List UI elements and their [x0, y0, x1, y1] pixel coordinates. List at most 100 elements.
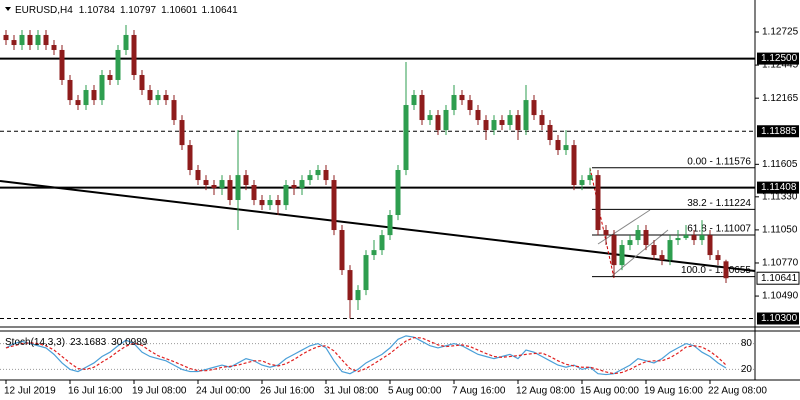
x-tick-label: 15 Aug 00:00 [580, 386, 639, 397]
candle-body [371, 250, 377, 256]
candle-body [203, 180, 209, 186]
symbol: EURUSD,H4 [15, 5, 73, 16]
candle-body [131, 34, 137, 76]
x-tick-label: 26 Jul 16:00 [260, 386, 315, 397]
x-tick-label: 7 Aug 16:00 [452, 386, 506, 397]
channel-line [611, 229, 669, 277]
candle-body [35, 34, 41, 46]
last-open: 1.10784 [79, 5, 116, 16]
fib-label: 0.00 - 1.11576 [687, 156, 751, 167]
candle-body [307, 175, 313, 181]
x-tick-label: 31 Jul 08:00 [324, 386, 379, 397]
candle-body [299, 180, 305, 189]
y-tick-label: 1.10490 [762, 291, 799, 302]
candle-body [19, 34, 25, 46]
candle-body [3, 34, 9, 41]
candle-body [99, 75, 105, 101]
candle-body [211, 185, 217, 189]
candle-body [539, 115, 545, 125]
indicator-line [5, 335, 727, 376]
candle-body [667, 240, 673, 261]
candle-body [723, 261, 729, 279]
candle-body [507, 115, 513, 125]
candles [3, 25, 729, 319]
candle-body [619, 245, 625, 266]
candle-body [555, 139, 561, 151]
channel-line [597, 209, 651, 245]
level-box [757, 125, 799, 138]
candle-body [75, 100, 81, 106]
y-tick-label: 1.12725 [762, 27, 799, 38]
candle-body [123, 34, 129, 50]
candle-body [235, 175, 241, 201]
fib-label: 38.2 - 1.11224 [687, 198, 751, 209]
candle-body [291, 185, 297, 189]
candle-body [643, 230, 649, 246]
candle-body [547, 124, 553, 140]
level-label: 1.11408 [761, 182, 797, 193]
candle-body [395, 170, 401, 216]
candle-body [59, 49, 65, 80]
candle-body [699, 235, 705, 241]
x-tick-label: 5 Aug 00:00 [388, 386, 442, 397]
candle-body [459, 94, 465, 101]
candle-body [91, 90, 97, 101]
candle-body [627, 240, 633, 246]
candle-body [411, 94, 417, 106]
candle-body [219, 180, 225, 189]
x-tick-label: 16 Jul 16:00 [68, 386, 123, 397]
candle-body [267, 200, 273, 206]
candle-body [147, 90, 153, 101]
candle-body [611, 235, 617, 266]
candle-body [43, 34, 49, 46]
candle-body [347, 270, 353, 301]
last-low: 1.10601 [161, 5, 198, 16]
candle-body [387, 215, 393, 236]
candle-body [331, 180, 337, 231]
candle-body [571, 145, 577, 186]
y-tick-label: 1.10770 [762, 258, 799, 269]
candle-body [475, 109, 481, 121]
fib-label: 61.8 - 1.11007 [687, 224, 751, 235]
indicator-name: Stoch(14,3,3) [5, 337, 65, 348]
candle-body [11, 40, 17, 46]
collapse-icon[interactable] [5, 7, 11, 11]
last-price-label: 1.10641 [761, 273, 798, 284]
level-label: 1.10300 [761, 313, 798, 324]
x-tick-label: 24 Jul 00:00 [196, 386, 251, 397]
candle-body [491, 120, 497, 131]
candle-body [171, 100, 177, 121]
chart-header: EURUSD,H4 1.10784 1.10797 1.10601 1.10641 [15, 5, 238, 16]
last-high: 1.10797 [120, 5, 157, 16]
candle-body [315, 170, 321, 176]
candle-body [683, 235, 689, 239]
candle-body [563, 145, 569, 151]
candle-body [579, 180, 585, 186]
candle-body [163, 94, 169, 101]
candle-body [259, 200, 265, 206]
candle-body [339, 230, 345, 271]
indicator-main: 23.1683 [70, 337, 107, 348]
x-tick-label: 19 Aug 16:00 [644, 386, 703, 397]
candle-body [587, 175, 593, 181]
candle-body [467, 100, 473, 110]
candle-body [443, 109, 449, 131]
indicator-header: Stoch(14,3,3) 23.1683 30.0989 [5, 337, 148, 348]
fib-label: 100.0 - 1.10655 [681, 265, 751, 276]
candle-body [651, 245, 657, 256]
x-tick-label: 12 Jul 2019 [4, 386, 56, 397]
x-tick-label: 12 Aug 08:00 [516, 386, 575, 397]
candle-body [67, 79, 73, 101]
candle-body [363, 255, 369, 291]
candle-body [659, 255, 665, 261]
candle-body [379, 235, 385, 251]
candle-body [531, 100, 537, 116]
candle-body [27, 34, 33, 46]
indicator-tick-label: 80 [741, 338, 753, 349]
candle-body [243, 175, 249, 186]
candle-body [227, 180, 233, 201]
candle-body [275, 200, 281, 206]
candle-body [675, 238, 681, 241]
